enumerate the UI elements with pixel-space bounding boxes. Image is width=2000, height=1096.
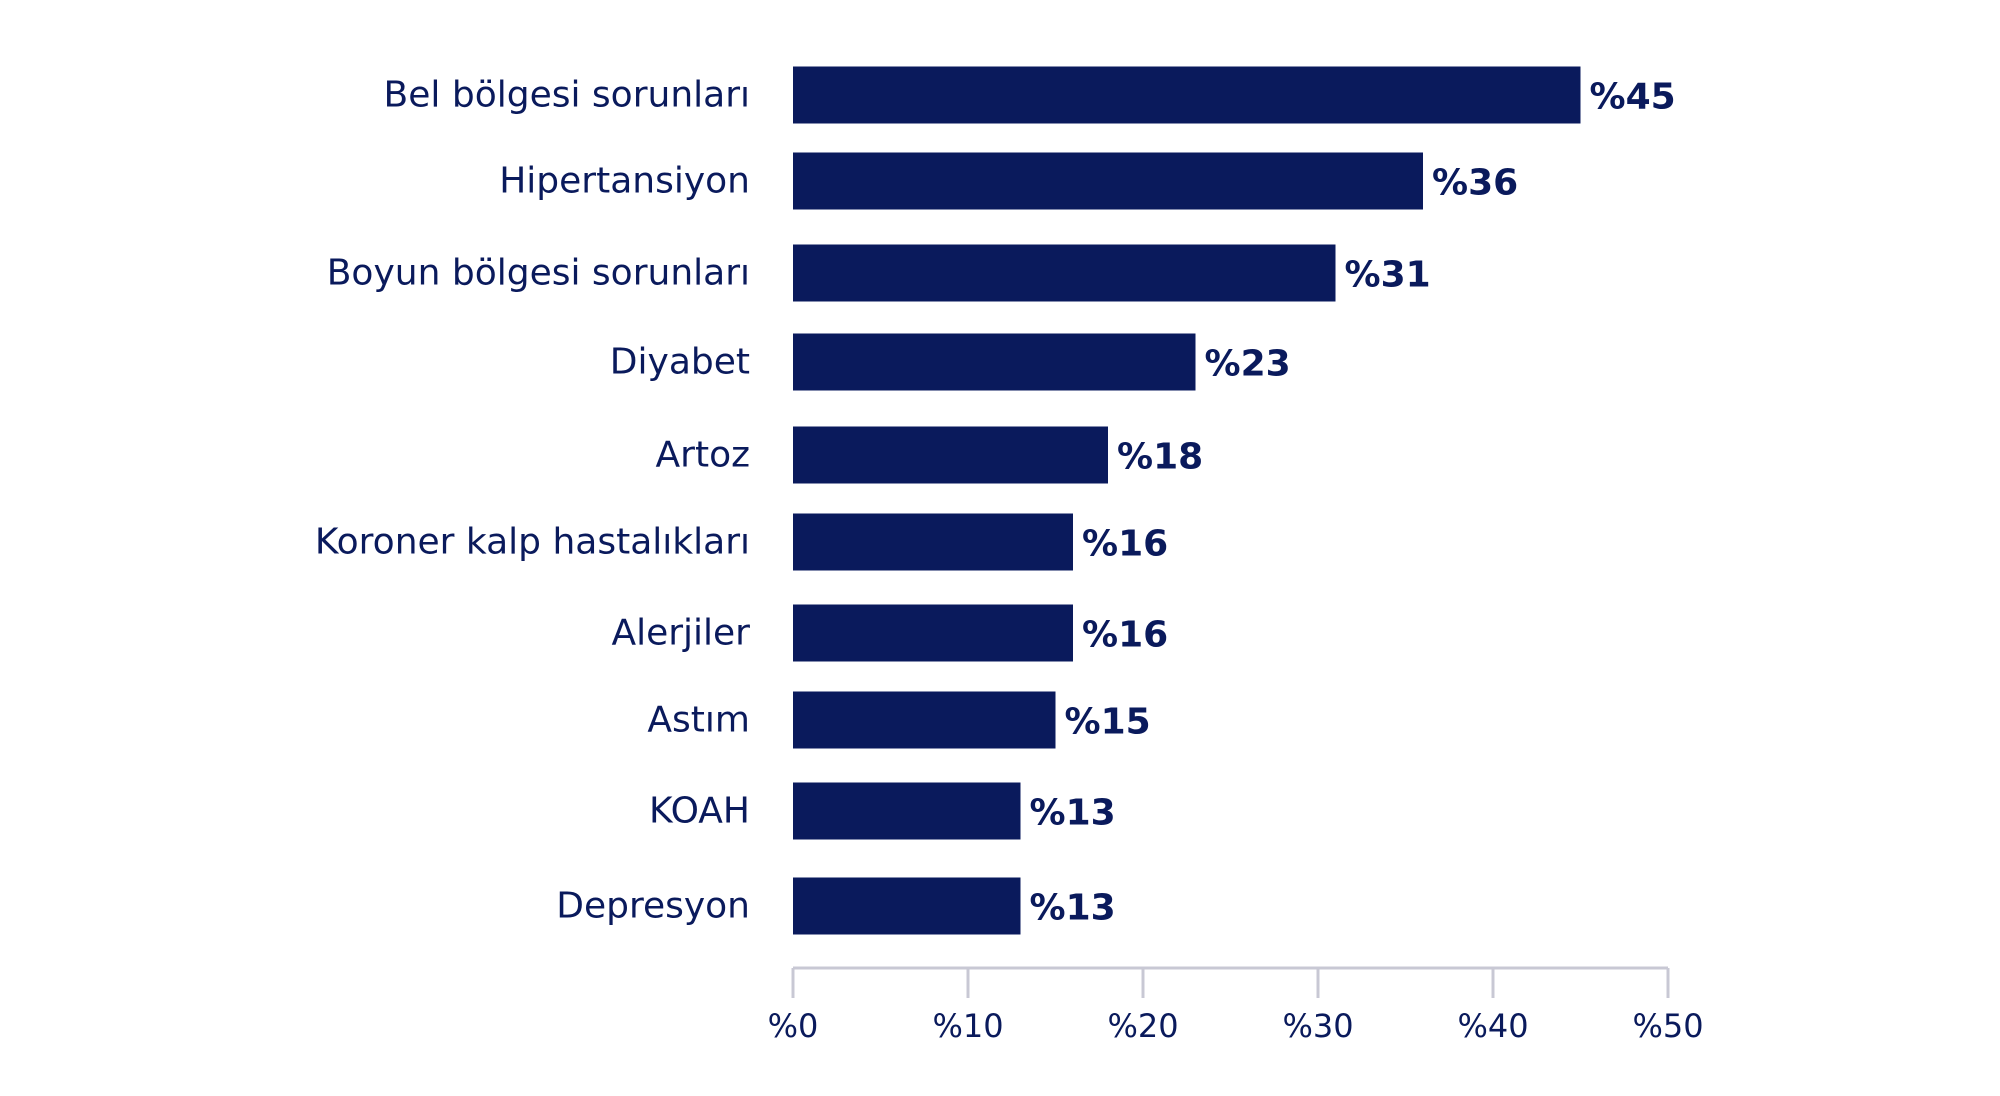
category-label: Koroner kalp hastalıkları [315, 522, 750, 563]
value-label: %36 [1432, 163, 1518, 204]
x-tick-label: %50 [1632, 1007, 1703, 1045]
bar [793, 66, 1581, 124]
category-label: Bel bölgesi sorunları [384, 75, 750, 116]
value-label: %15 [1065, 702, 1151, 743]
value-label: %16 [1082, 524, 1168, 565]
bar [793, 333, 1196, 391]
value-label: %45 [1590, 77, 1676, 118]
x-tick-label: %0 [768, 1007, 819, 1045]
bar [793, 152, 1423, 210]
category-label: Diyabet [610, 342, 750, 383]
category-label: Boyun bölgesi sorunları [327, 253, 750, 294]
value-label: %31 [1345, 255, 1431, 296]
category-label: Hipertansiyon [499, 161, 750, 202]
category-label: Artoz [656, 435, 750, 476]
bar [793, 244, 1336, 302]
category-label: Astım [647, 700, 750, 741]
value-label: %13 [1030, 888, 1116, 929]
value-label: %23 [1205, 344, 1291, 385]
bar [793, 426, 1108, 484]
value-label: %16 [1082, 615, 1168, 656]
bar [793, 691, 1056, 749]
x-tick-label: %40 [1457, 1007, 1528, 1045]
bar [793, 782, 1021, 840]
x-tick-label: %10 [932, 1007, 1003, 1045]
category-label: KOAH [649, 791, 750, 832]
x-axis: %0 %10 %20 %30 %40 %50 [768, 966, 1704, 1045]
bar [793, 604, 1073, 662]
value-label: %18 [1117, 437, 1203, 478]
bar [793, 877, 1021, 935]
x-tick-label: %30 [1282, 1007, 1353, 1045]
category-label: Depresyon [556, 886, 750, 927]
x-tick-label: %20 [1107, 1007, 1178, 1045]
category-label: Alerjiler [611, 613, 750, 654]
value-label: %13 [1030, 793, 1116, 834]
bars-layer: Bel bölgesi sorunları %45 Hipertansiyon %36… [315, 66, 1676, 935]
bar [793, 513, 1073, 571]
